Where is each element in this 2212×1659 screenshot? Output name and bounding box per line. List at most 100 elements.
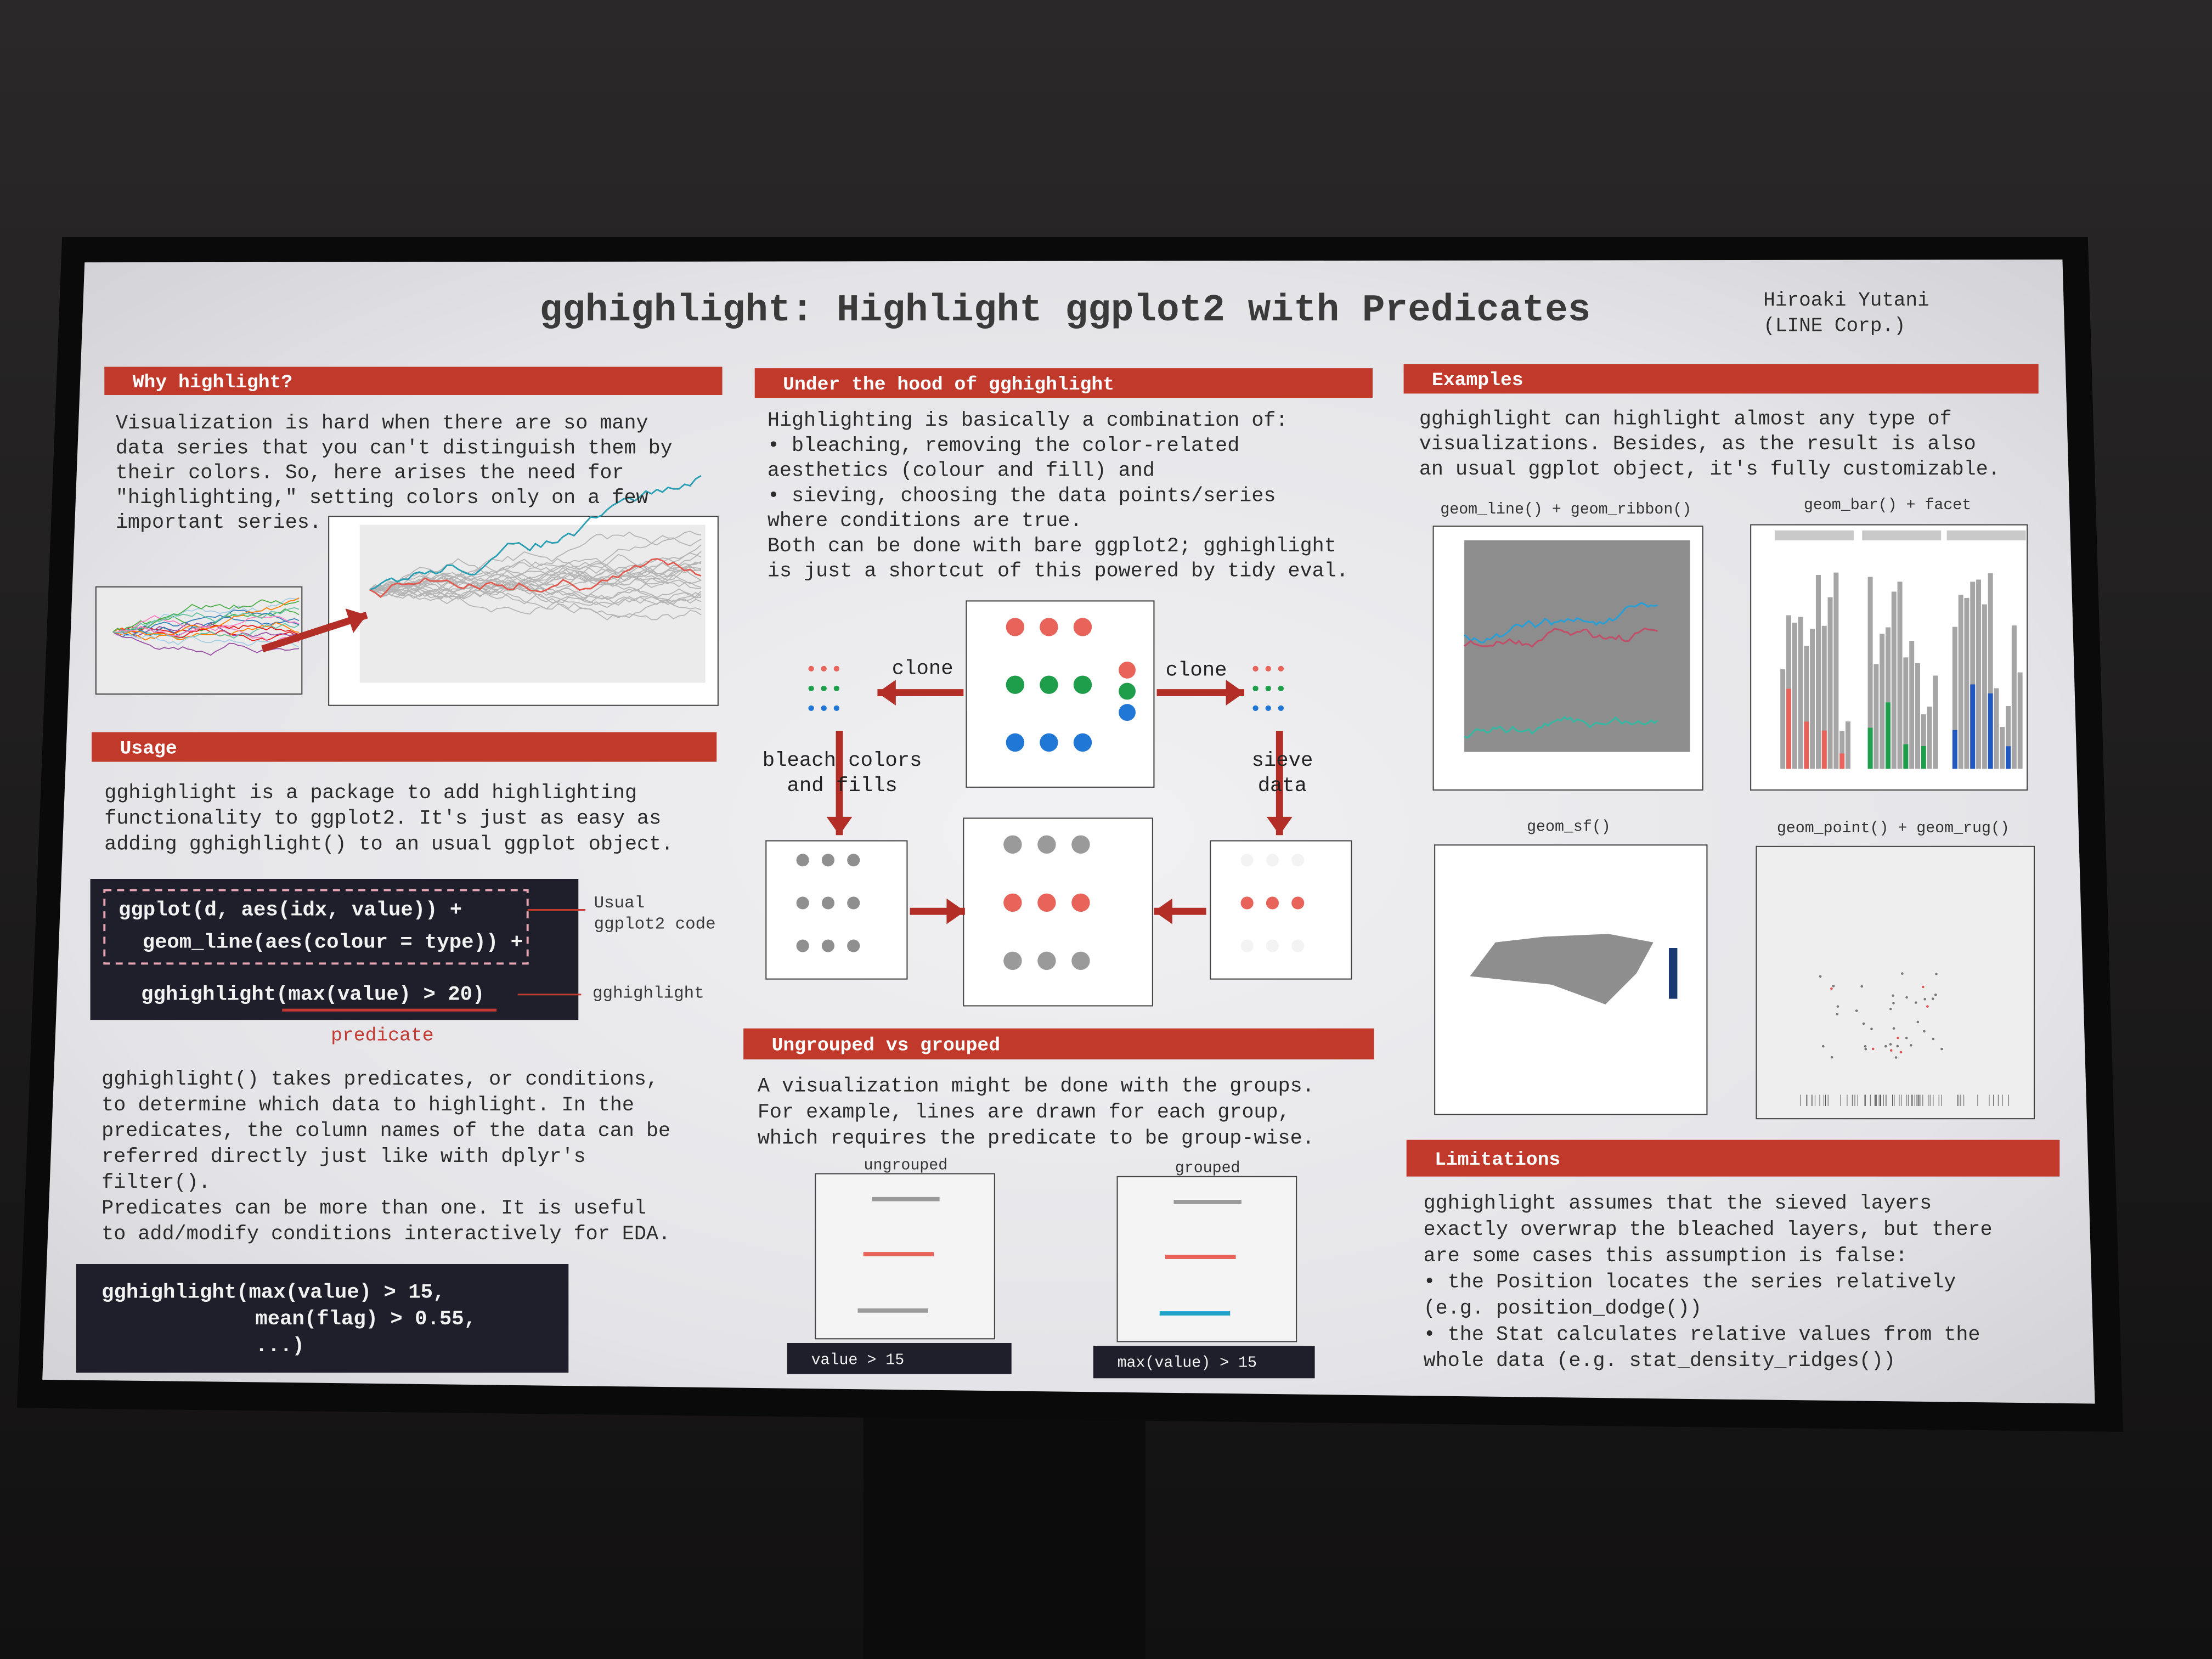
dot	[1240, 896, 1254, 910]
bar	[2000, 727, 2005, 769]
point	[1855, 1009, 1858, 1012]
point	[1940, 1047, 1943, 1051]
facet-strip	[1946, 530, 2026, 540]
bar	[2006, 746, 2011, 769]
point	[1832, 985, 1835, 988]
dot	[847, 896, 860, 910]
plot-title: geom_point() + geom_rug()	[1777, 820, 2010, 837]
bar	[1780, 669, 1786, 769]
bar	[1976, 579, 1982, 769]
code-line: mean(flag) > 0.55,	[255, 1308, 476, 1331]
series-line	[112, 631, 300, 648]
series-line	[112, 622, 300, 641]
stand	[863, 1396, 1146, 1659]
dot	[1265, 665, 1271, 672]
paragraph-line: (e.g. position_dodge())	[1424, 1297, 1702, 1320]
paragraph-line: functionality to ggplot2. It's just as e…	[104, 808, 661, 831]
point	[1923, 997, 1926, 1001]
bar	[1845, 721, 1850, 769]
paragraph-line: gghighlight assumes that the sieved laye…	[1424, 1192, 1932, 1215]
paragraph-line: are some cases this assumption is false:	[1424, 1245, 1908, 1268]
dot	[1037, 951, 1056, 970]
dot	[1291, 854, 1305, 867]
dot	[833, 685, 839, 691]
paragraph-line: predicates, the column names of the data…	[101, 1120, 670, 1143]
section-heading: Ungrouped vs grouped	[772, 1035, 1001, 1057]
point	[1932, 1037, 1935, 1041]
paragraph-line: visualizations. Besides, as the result i…	[1419, 433, 1976, 456]
paragraph-line: gghighlight is a package to add highligh…	[104, 782, 637, 805]
dot	[1003, 835, 1022, 854]
plot-title: geom_bar() + facet	[1804, 496, 1971, 514]
plot-title: ungrouped	[864, 1156, 948, 1174]
bar	[2006, 706, 2011, 769]
dot	[1266, 939, 1279, 952]
code-highlight	[103, 889, 529, 965]
dot	[1040, 675, 1058, 694]
code-box	[76, 1264, 569, 1373]
dot	[1040, 618, 1058, 636]
point	[1905, 1036, 1908, 1040]
bar	[1833, 572, 1839, 769]
series-line	[112, 614, 300, 635]
series-line	[369, 551, 702, 610]
ribbon	[1464, 540, 1690, 752]
dot	[1278, 665, 1284, 672]
bar	[1867, 577, 1873, 769]
point	[1931, 997, 1934, 1000]
dot	[833, 665, 839, 672]
bar	[1994, 688, 1999, 769]
bar	[1988, 573, 1993, 769]
affiliation: (LINE Corp.)	[1763, 315, 1905, 337]
dot	[821, 665, 827, 672]
paragraph-line: data series that you can't distinguish t…	[116, 437, 673, 460]
figures	[95, 475, 2035, 1342]
series-line	[112, 599, 300, 633]
dot	[1071, 893, 1090, 912]
facet-strip	[1862, 530, 1942, 540]
paragraph-line: to add/modify conditions interactively f…	[101, 1223, 670, 1246]
point	[1864, 1047, 1867, 1051]
bar	[1921, 746, 1926, 769]
arrow-head	[345, 608, 367, 633]
section-bar	[92, 732, 717, 762]
bar	[2017, 672, 2023, 769]
bar	[1810, 629, 1815, 769]
bar	[1804, 646, 1809, 769]
dot	[796, 896, 809, 910]
section-heading: Usage	[120, 738, 177, 759]
dot	[1006, 675, 1025, 694]
dot	[1265, 705, 1271, 711]
series-line	[369, 535, 702, 600]
dot	[1252, 705, 1259, 711]
bar	[1867, 727, 1873, 769]
series-line	[112, 607, 300, 634]
note: Usual	[594, 894, 645, 913]
paragraph-line: • bleaching, removing the color-related	[768, 435, 1239, 458]
dot	[1040, 733, 1058, 752]
bar	[1970, 684, 1976, 769]
legend-dot	[1119, 704, 1136, 721]
diagram-label: clone	[1166, 659, 1227, 682]
section-heading: Examples	[1432, 370, 1523, 391]
code-line: ...)	[255, 1335, 304, 1358]
point	[1821, 1045, 1825, 1048]
dot	[1071, 951, 1090, 970]
point	[1862, 1022, 1865, 1025]
paragraph-line: where conditions are true.	[768, 510, 1082, 533]
bar	[1952, 627, 1957, 769]
bar	[1970, 582, 1976, 769]
paragraph-line: Both can be done with bare ggplot2; gghi…	[768, 535, 1336, 558]
paragraph-line: aesthetics (colour and fill) and	[768, 460, 1155, 483]
bar	[1958, 595, 1963, 769]
series-line	[1464, 716, 1658, 739]
legend-dot	[1119, 662, 1136, 679]
point	[1836, 1005, 1839, 1008]
bar	[1885, 627, 1891, 769]
point	[1896, 1045, 1899, 1048]
point	[1926, 1005, 1929, 1008]
dot	[1266, 854, 1279, 867]
dot	[847, 939, 860, 952]
figure-panel	[963, 817, 1153, 1007]
section-bar	[104, 366, 723, 395]
